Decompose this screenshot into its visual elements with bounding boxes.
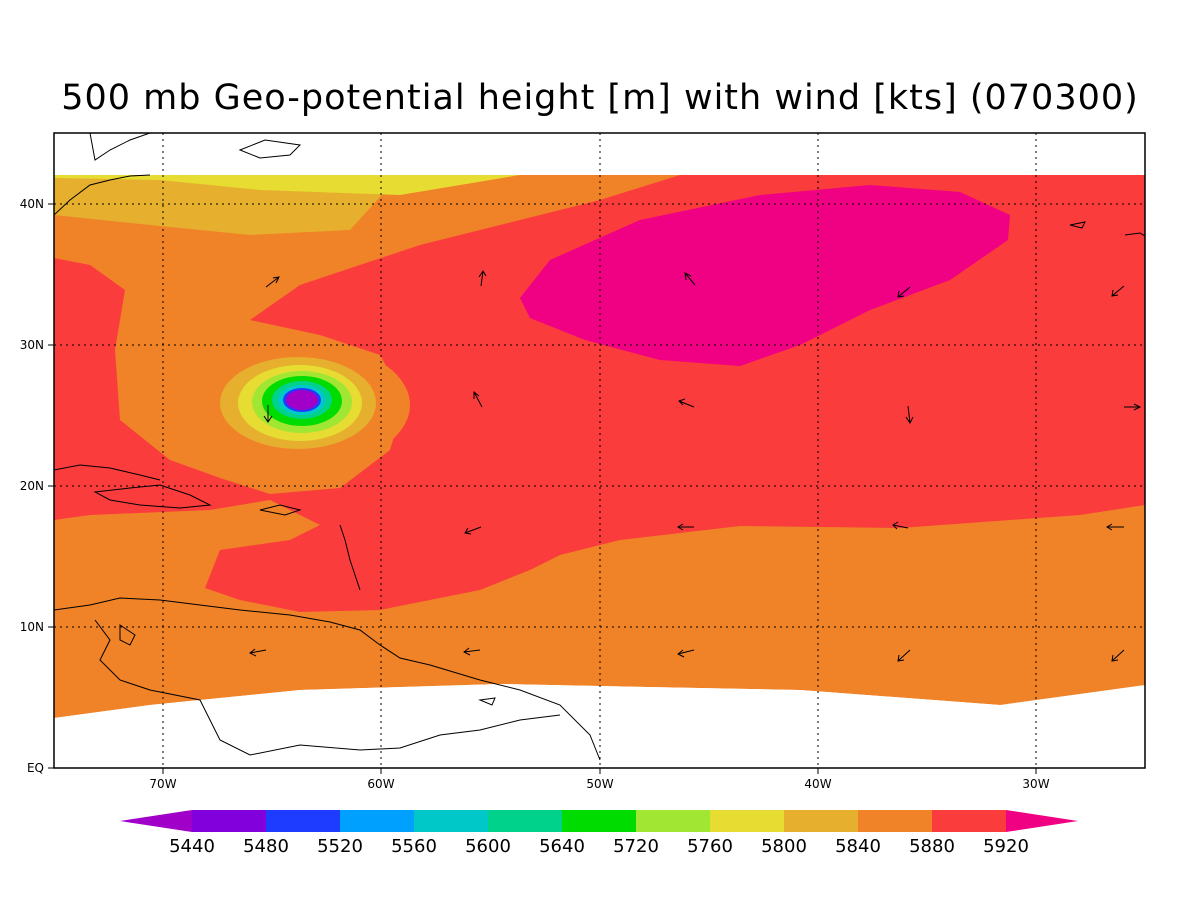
lon-label: 60W	[367, 777, 394, 791]
wind-arrow	[1111, 649, 1125, 662]
wind-arrow	[265, 276, 280, 288]
lon-label: 50W	[586, 777, 613, 791]
lon-label: 40W	[804, 777, 831, 791]
cyclone-low	[200, 343, 410, 467]
wind-arrow	[1106, 523, 1124, 531]
colorbar-swatch	[636, 810, 710, 832]
colorbar-label: 5720	[613, 836, 659, 857]
colorbar-swatch	[340, 810, 414, 832]
colorbar-label: 5560	[391, 836, 437, 857]
colorbar-swatch	[192, 810, 266, 832]
wind-arrow	[463, 647, 481, 656]
missing-data-north	[54, 133, 1145, 175]
colorbar-swatch	[858, 810, 932, 832]
colorbar-label: 5880	[909, 836, 955, 857]
colorbar-label: 5480	[243, 836, 289, 857]
wind-arrow	[892, 521, 909, 530]
coastlines	[54, 133, 1145, 761]
wind-arrow	[677, 649, 695, 658]
colorbar-label: 5840	[835, 836, 881, 857]
lat-axis-labels: EQ 10N 20N 30N 40N	[20, 197, 44, 775]
lon-label: 70W	[149, 777, 176, 791]
colorbar-swatch	[932, 810, 1006, 832]
wind-arrow	[473, 390, 483, 408]
lat-label: 20N	[20, 479, 44, 493]
lat-label: 10N	[20, 620, 44, 634]
contour-5920	[520, 185, 1010, 366]
wind-arrow	[478, 270, 487, 287]
wind-arrow	[1111, 285, 1125, 297]
colorbar-max-arrow	[1006, 810, 1078, 832]
contour-5800	[54, 175, 700, 235]
wind-arrow	[897, 649, 911, 662]
colorbar-swatch	[562, 810, 636, 832]
wind-arrow	[249, 648, 267, 657]
colorbar-swatch	[488, 810, 562, 832]
lon-axis-labels: 70W 60W 50W 40W 30W	[149, 777, 1049, 791]
colorbar-swatch	[784, 810, 858, 832]
wind-arrow	[677, 523, 694, 531]
wind-arrow	[897, 286, 911, 298]
colorbar-swatch	[266, 810, 340, 832]
colorbar-label: 5920	[983, 836, 1029, 857]
colorbar-label: 5760	[687, 836, 733, 857]
colorbar-label: 5640	[539, 836, 585, 857]
colorbar: 5440 5480 5520 5560 5600 5640 5720 5760 5800 5840…	[120, 810, 1078, 857]
wind-vectors	[249, 270, 1142, 662]
wind-arrow	[905, 405, 914, 424]
colorbar-min-arrow	[120, 810, 192, 832]
lat-label: 40N	[20, 197, 44, 211]
chart-title: 500 mb Geo-potential height [m] with win…	[61, 78, 1139, 118]
wind-arrow	[263, 405, 273, 423]
wind-arrow	[1124, 403, 1142, 411]
colorbar-label: 5600	[465, 836, 511, 857]
tick-marks	[48, 203, 1037, 774]
colorbar-label: 5520	[317, 836, 363, 857]
lon-label: 30W	[1022, 777, 1049, 791]
height-field	[54, 133, 1145, 768]
lat-label: EQ	[27, 761, 44, 775]
colorbar-swatch	[710, 810, 784, 832]
wind-arrow	[684, 272, 696, 286]
wind-arrow	[678, 398, 695, 408]
wind-arrow	[464, 526, 482, 535]
lat-label: 30N	[20, 338, 44, 352]
gridlines	[54, 133, 1145, 768]
colorbar-label: 5800	[761, 836, 807, 857]
colorbar-label: 5440	[169, 836, 215, 857]
colorbar-swatch	[414, 810, 488, 832]
contour-5760	[54, 175, 520, 195]
